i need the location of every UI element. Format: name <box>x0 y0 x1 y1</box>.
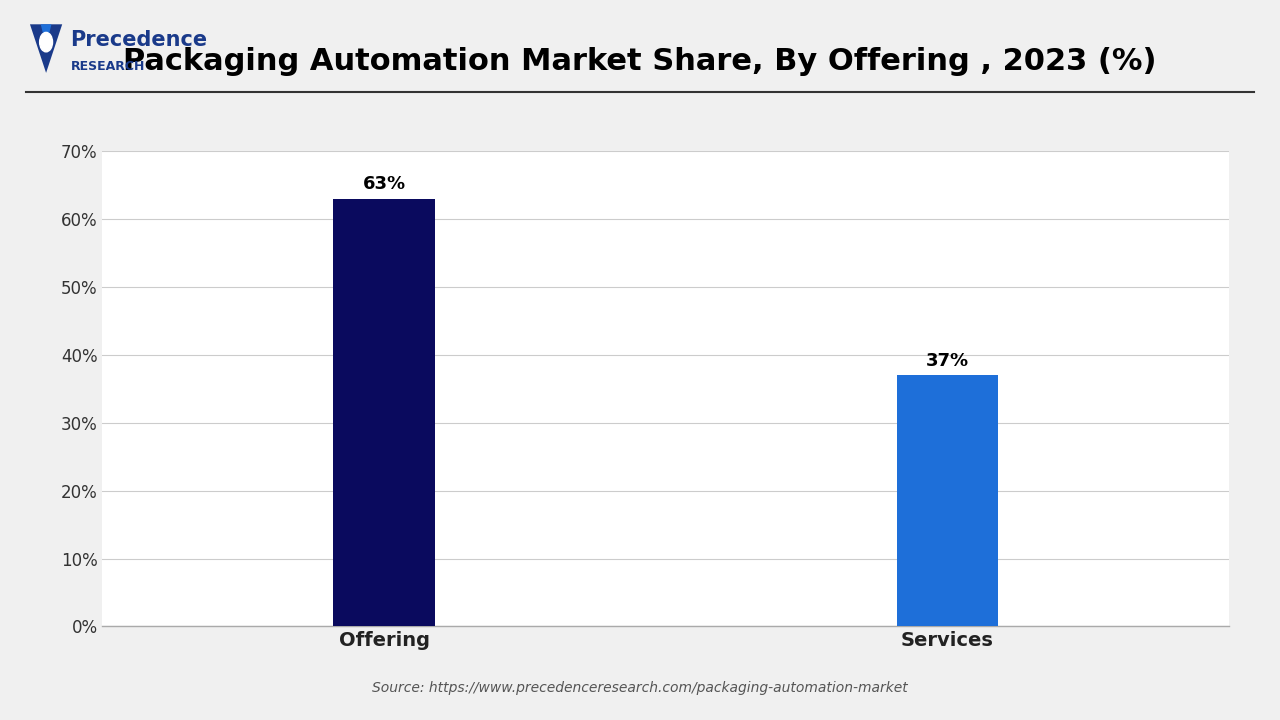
Text: Source: https://www.precedenceresearch.com/packaging-automation-market: Source: https://www.precedenceresearch.c… <box>372 680 908 695</box>
Circle shape <box>40 32 52 52</box>
Bar <box>333 199 435 626</box>
Polygon shape <box>29 24 63 73</box>
Text: 37%: 37% <box>925 352 969 370</box>
Text: Precedence: Precedence <box>70 30 207 50</box>
Text: Packaging Automation Market Share, By Offering , 2023 (%): Packaging Automation Market Share, By Of… <box>123 47 1157 76</box>
Bar <box>896 375 998 626</box>
Polygon shape <box>41 24 51 46</box>
Text: 63%: 63% <box>362 175 406 193</box>
Text: RESEARCH: RESEARCH <box>70 60 145 73</box>
